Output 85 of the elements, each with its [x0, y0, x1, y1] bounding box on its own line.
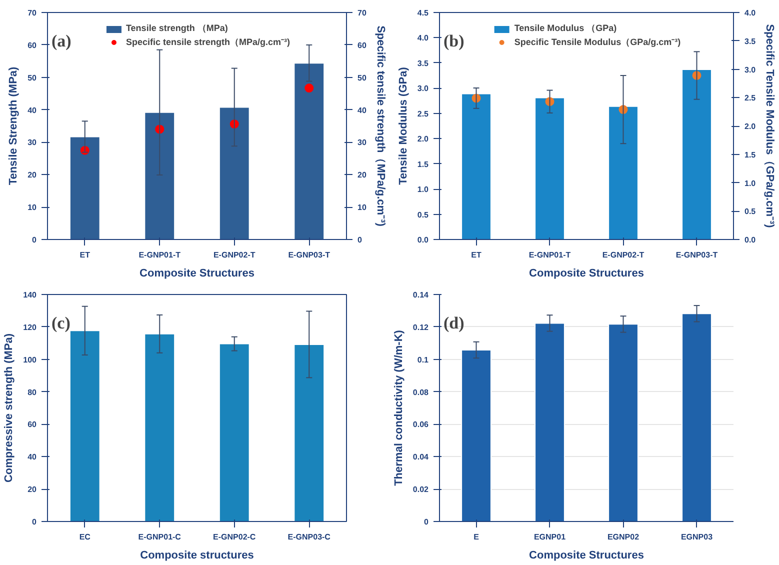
y2-tick-label: 0.5 — [744, 207, 756, 216]
annotation: (a) — [52, 32, 72, 50]
y-tick-label: 140 — [23, 290, 38, 300]
y2-tick-label: 4.0 — [744, 8, 756, 18]
x-axis-title: Composite Structures — [140, 268, 254, 280]
y-tick-label: 3.0 — [417, 84, 430, 94]
y2-tick-label: 3.0 — [744, 65, 756, 74]
y2-tick-label: 0 — [358, 236, 362, 244]
x-tick-label: E-GNP02-T — [602, 250, 644, 260]
x-tick-label: E-GNP03-C — [288, 532, 331, 542]
y-tick-label: 0 — [32, 236, 38, 244]
y2-tick-label: 3.5 — [744, 36, 756, 46]
y-tick-label: 2.5 — [417, 109, 430, 118]
y2-axis-title: Specific Tensile Modulus（GPa/g.cm⁻³) — [764, 24, 776, 228]
y-tick-label: 0.5 — [417, 210, 430, 220]
annotation: (c) — [52, 314, 70, 332]
y-tick-label: 0.04 — [412, 452, 430, 462]
y-tick-label: 0.1 — [417, 355, 430, 364]
x-tick-label: E-GNP03-T — [676, 250, 718, 260]
x-tick-label: E-GNP01-C — [138, 532, 182, 542]
y-axis-title: Thermal conductivity (W/m-K) — [392, 330, 405, 486]
y-tick-label: 20 — [28, 170, 38, 180]
y2-tick-label: 70 — [358, 8, 367, 18]
y-axis-title: Tensile Strength (MPa) — [8, 66, 20, 186]
x-tick-label: ET — [471, 250, 482, 260]
legend-label: Specific Tensile Modulus（GPa/g.cm⁻³) — [514, 36, 681, 49]
legend-label: Tensile strength （MPa) — [126, 22, 228, 35]
y-tick-label: 3.5 — [417, 58, 430, 68]
y-axis-title: Tensile Modulus (GPa) — [397, 66, 410, 185]
annotation: (b) — [444, 32, 464, 50]
x-axis-title: Composite structures — [140, 550, 254, 562]
annotation: (d) — [444, 314, 464, 332]
x-tick-label: E-GNP02-T — [213, 250, 256, 260]
y2-tick-label: 10 — [358, 203, 367, 212]
y-tick-label: 100 — [23, 355, 38, 364]
y-tick-label: 0.0 — [417, 236, 430, 244]
y-tick-label: 60 — [28, 420, 38, 430]
x-tick-label: E-GNP03-T — [288, 250, 330, 260]
y2-tick-label: 1.0 — [744, 178, 756, 188]
x-axis-title: Composite Structures — [529, 550, 644, 562]
y2-tick-label: 1.5 — [744, 150, 756, 160]
x-tick-label: E-GNP01-T — [528, 250, 571, 260]
x-tick-label: EGNP03 — [680, 532, 714, 542]
y-tick-label: 2.0 — [417, 134, 430, 144]
y-tick-label: 40 — [28, 452, 38, 462]
y-tick-label: 120 — [23, 322, 38, 332]
legend-label: Tensile Modulus （GPa) — [514, 22, 617, 35]
y-tick-label: 70 — [28, 8, 38, 18]
y-tick-label: 4.0 — [417, 34, 430, 43]
y-tick-label: 30 — [28, 138, 38, 148]
y-tick-label: 0.06 — [412, 420, 430, 430]
y-tick-label: 40 — [28, 106, 38, 115]
y-tick-label: 0 — [32, 518, 38, 526]
y2-axis-title: Specific tensile strength（MPa/g.cm⁻³) — [374, 26, 386, 227]
x-axis-title: Composite Structures — [529, 268, 644, 280]
x-tick-label: EGNP02 — [607, 532, 640, 542]
y-tick-label: 50 — [28, 73, 38, 82]
y-tick-label: 0.02 — [412, 485, 430, 494]
y2-tick-label: 20 — [358, 170, 367, 180]
x-tick-label: E-GNP02-C — [213, 532, 256, 542]
y-tick-label: 80 — [28, 388, 38, 397]
x-tick-label: EC — [79, 532, 91, 542]
y-tick-label: 10 — [28, 203, 38, 212]
y2-tick-label: 0.0 — [744, 236, 756, 244]
legend-label: Specific tensile strength（MPa/g.cm⁻³) — [126, 36, 290, 49]
y-tick-label: 0.14 — [412, 290, 430, 300]
y-tick-label: 4.5 — [417, 8, 430, 18]
y2-tick-label: 40 — [358, 106, 367, 115]
y-tick-label: 1.5 — [417, 160, 430, 169]
x-tick-label: E-GNP01-T — [138, 250, 181, 260]
y2-tick-label: 50 — [358, 73, 367, 82]
y-axis-title: Compressive strength (MPa) — [3, 333, 16, 483]
x-tick-label: ET — [80, 250, 90, 260]
y-tick-label: 0.12 — [412, 322, 430, 332]
y2-tick-label: 30 — [358, 138, 367, 148]
x-tick-label: E — [474, 532, 480, 542]
y2-tick-label: 60 — [358, 40, 367, 50]
y2-tick-label: 2.5 — [744, 94, 756, 103]
y-tick-label: 0 — [424, 518, 430, 526]
y2-tick-label: 2.0 — [744, 122, 756, 131]
y-tick-label: 1.0 — [417, 185, 430, 194]
y-tick-label: 20 — [28, 485, 38, 494]
y-tick-label: 0.08 — [412, 388, 430, 397]
y-tick-label: 60 — [28, 40, 38, 50]
x-tick-label: EGNP01 — [534, 532, 566, 542]
